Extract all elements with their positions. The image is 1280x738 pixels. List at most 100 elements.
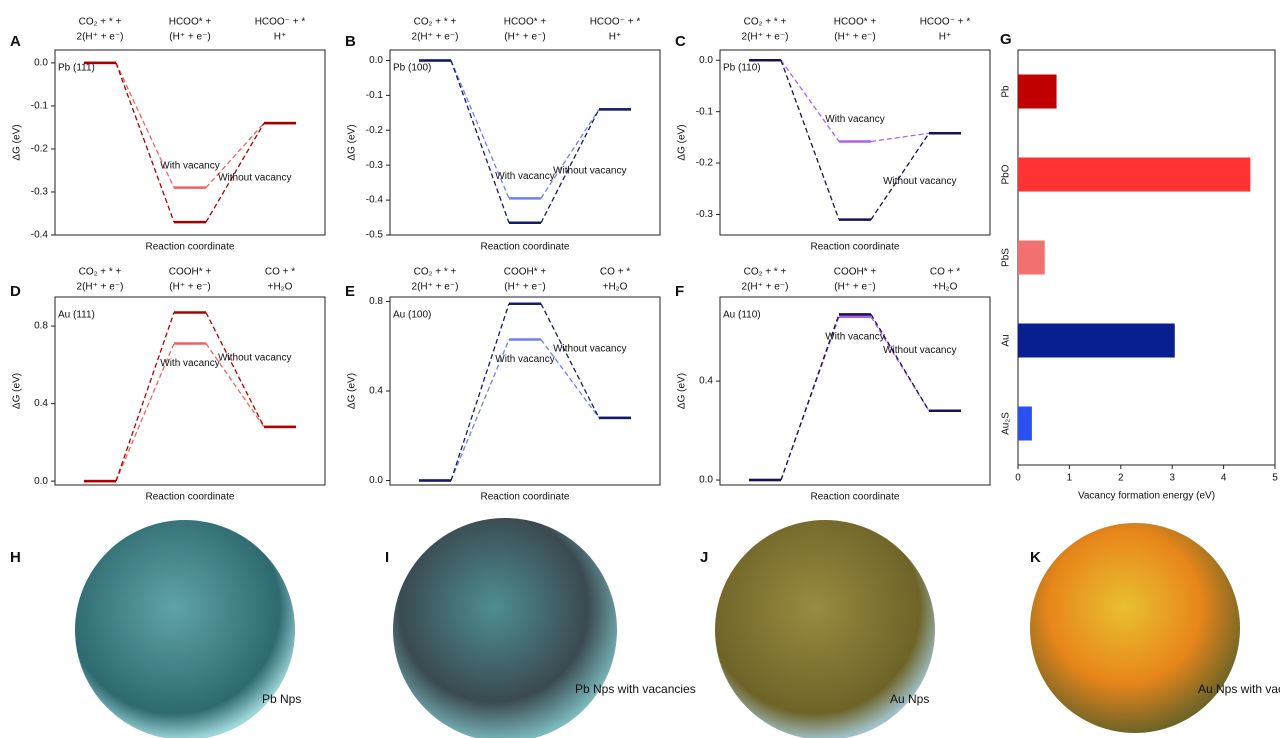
y-tick-label: 0.0 bbox=[34, 58, 48, 69]
plot-frame bbox=[390, 297, 660, 485]
panel-letter: J bbox=[700, 549, 708, 566]
figure: A 0.0 -0.1 -0.2 -0.3 -0.4 Reaction coordinate Δ… bbox=[0, 0, 1280, 738]
y-tick-label: 0.0 bbox=[34, 476, 48, 487]
panel-letter: G bbox=[1000, 31, 1012, 48]
state-label: (H⁺ + e⁻) bbox=[169, 282, 210, 293]
state-label: CO + * bbox=[930, 267, 960, 278]
state-label: 2(H⁺ + e⁻) bbox=[742, 32, 789, 43]
state-label: CO + * bbox=[600, 267, 630, 278]
state-label: (H⁺ + e⁻) bbox=[504, 282, 545, 293]
y-tick-label: Au bbox=[1001, 334, 1012, 346]
x-tick-label: 5 bbox=[1272, 473, 1278, 484]
y-tick-label: Pb bbox=[1001, 85, 1012, 98]
y-tick-label: -0.3 bbox=[696, 209, 714, 220]
panel-letter: A bbox=[10, 33, 21, 50]
state-label: COOH* + bbox=[834, 267, 877, 278]
state-label: HCOO⁻ + * bbox=[255, 17, 306, 28]
panel-letter: D bbox=[10, 283, 21, 300]
y-tick-label: 0.0 bbox=[369, 55, 383, 66]
connector bbox=[781, 60, 839, 141]
y-tick-label: 0.4 bbox=[369, 386, 383, 397]
y-axis-label: ΔG (eV) bbox=[677, 373, 688, 409]
state-label: +H₂O bbox=[933, 282, 958, 293]
panel-letter: F bbox=[675, 283, 684, 300]
connector bbox=[116, 63, 174, 222]
state-label: COOH* + bbox=[504, 267, 547, 278]
y-tick-label: -0.4 bbox=[31, 230, 49, 241]
y-tick-label: 0.4 bbox=[699, 376, 713, 387]
state-label: CO₂ + * + bbox=[414, 17, 457, 28]
connector bbox=[541, 109, 599, 198]
y-tick-label: 0.0 bbox=[699, 475, 713, 486]
y-tick-label: -0.4 bbox=[366, 195, 384, 206]
panel-letter: C bbox=[675, 33, 686, 50]
series-label: With vacancy bbox=[495, 171, 554, 182]
bar bbox=[1018, 324, 1175, 358]
panel-letter: I bbox=[385, 549, 389, 566]
state-label: (H⁺ + e⁻) bbox=[169, 32, 210, 43]
plot-frame bbox=[720, 297, 990, 485]
plot-frame bbox=[55, 297, 325, 485]
state-label: CO₂ + * + bbox=[414, 267, 457, 278]
series-label: Without vacancy bbox=[553, 343, 626, 354]
state-label: +H₂O bbox=[268, 282, 293, 293]
x-axis-label: Reaction coordinate bbox=[481, 492, 570, 503]
x-axis-label: Reaction coordinate bbox=[481, 242, 570, 253]
y-axis-label: ΔG (eV) bbox=[12, 373, 23, 409]
state-label: 2(H⁺ + e⁻) bbox=[77, 282, 124, 293]
surface-label: Pb (100) bbox=[393, 63, 431, 74]
panel-letter: E bbox=[345, 283, 355, 300]
series-label: Without vacancy bbox=[553, 166, 626, 177]
state-label: (H⁺ + e⁻) bbox=[834, 282, 875, 293]
state-label: COOH* + bbox=[169, 267, 212, 278]
state-label: 2(H⁺ + e⁻) bbox=[412, 32, 459, 43]
connector bbox=[451, 304, 509, 481]
state-label: H⁺ bbox=[609, 32, 622, 43]
y-tick-label: -0.2 bbox=[366, 125, 384, 136]
y-tick-label: 0.0 bbox=[369, 475, 383, 486]
pb-np-vac-image bbox=[393, 518, 617, 738]
panel-letter: B bbox=[345, 33, 356, 50]
y-tick-label: -0.2 bbox=[696, 158, 714, 169]
state-label: CO + * bbox=[265, 267, 295, 278]
series-label: Without vacancy bbox=[883, 176, 956, 187]
image-label: Au Nps bbox=[890, 692, 929, 706]
y-axis-label: ΔG (eV) bbox=[677, 124, 688, 160]
state-label: CO₂ + * + bbox=[744, 267, 787, 278]
state-label: 2(H⁺ + e⁻) bbox=[412, 282, 459, 293]
y-tick-label: -0.5 bbox=[366, 230, 384, 241]
y-tick-label: 0.4 bbox=[34, 398, 48, 409]
surface-label: Au (111) bbox=[58, 310, 95, 321]
connector bbox=[871, 133, 929, 141]
y-tick-label: -0.1 bbox=[366, 90, 384, 101]
surface-label: Au (100) bbox=[393, 310, 431, 321]
y-tick-label: -0.3 bbox=[31, 187, 49, 198]
series-label: Without vacancy bbox=[218, 352, 291, 363]
state-label: 2(H⁺ + e⁻) bbox=[742, 282, 789, 293]
connector bbox=[116, 313, 174, 482]
y-tick-label: 0.8 bbox=[369, 296, 383, 307]
connector bbox=[781, 60, 839, 219]
state-label: 2(H⁺ + e⁻) bbox=[77, 32, 124, 43]
x-tick-label: 1 bbox=[1067, 473, 1073, 484]
x-axis-label: Reaction coordinate bbox=[146, 242, 235, 253]
image-label: Pb Nps bbox=[262, 692, 301, 706]
connector bbox=[451, 60, 509, 222]
surface-label: Au (110) bbox=[723, 310, 761, 321]
x-tick-label: 0 bbox=[1015, 473, 1021, 484]
y-tick-label: Au₂S bbox=[1001, 412, 1012, 435]
series-label: Without vacancy bbox=[883, 345, 956, 356]
plot-frame bbox=[390, 50, 660, 235]
x-axis-label: Reaction coordinate bbox=[811, 242, 900, 253]
state-label: (H⁺ + e⁻) bbox=[834, 32, 875, 43]
y-tick-label: -0.2 bbox=[31, 144, 49, 155]
series-label: With vacancy bbox=[160, 160, 219, 171]
y-axis-label: ΔG (eV) bbox=[347, 124, 358, 160]
state-label: HCOO* + bbox=[834, 17, 877, 28]
bar bbox=[1018, 407, 1032, 441]
y-tick-label: -0.3 bbox=[366, 160, 384, 171]
series-label: With vacancy bbox=[495, 354, 554, 365]
plot-frame bbox=[55, 50, 325, 235]
y-tick-label: 0.8 bbox=[34, 321, 48, 332]
series-label: With vacancy bbox=[825, 331, 884, 342]
